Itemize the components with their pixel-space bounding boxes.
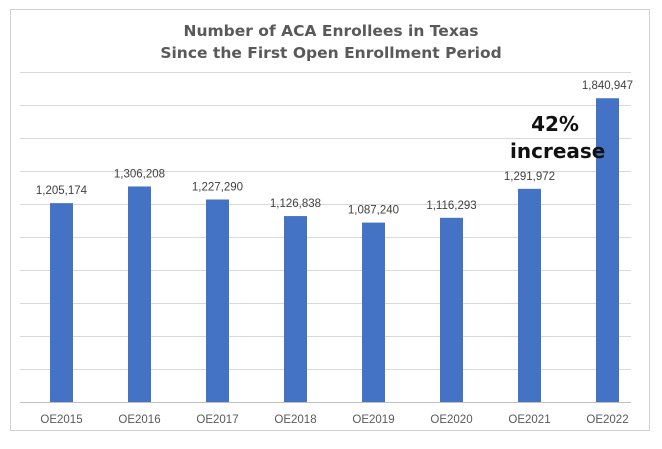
data-label: 1,306,208 bbox=[114, 168, 165, 180]
data-label: 1,205,174 bbox=[36, 185, 88, 197]
data-label: 1,087,240 bbox=[348, 205, 399, 217]
bar bbox=[50, 203, 73, 402]
data-label: 1,116,293 bbox=[426, 200, 476, 212]
annotation-text: increase bbox=[510, 139, 606, 163]
bar bbox=[440, 217, 463, 402]
x-tick-label: OE2019 bbox=[352, 414, 394, 426]
chart-title-line-1: Number of ACA Enrollees in Texas bbox=[183, 22, 479, 40]
bar bbox=[128, 186, 151, 402]
bar bbox=[596, 98, 619, 402]
x-tick-label: OE2020 bbox=[430, 414, 472, 426]
bar bbox=[518, 188, 541, 402]
data-label: 1,291,972 bbox=[504, 171, 555, 183]
bar bbox=[284, 216, 307, 402]
x-tick-label: OE2022 bbox=[586, 414, 628, 426]
data-label: 1,840,947 bbox=[582, 80, 633, 92]
x-tick-label: OE2021 bbox=[508, 414, 550, 426]
bar bbox=[362, 222, 385, 402]
annotation-percent: 42% bbox=[531, 112, 579, 136]
chart-title: Number of ACA Enrollees in Texas Since t… bbox=[0, 20, 662, 64]
chart-title-line-2: Since the First Open Enrollment Period bbox=[160, 44, 502, 62]
x-tick-label: OE2018 bbox=[274, 414, 316, 426]
bar bbox=[206, 199, 229, 402]
data-label: 1,227,290 bbox=[192, 181, 243, 193]
data-label: 1,126,838 bbox=[270, 198, 321, 210]
x-tick-label: OE2015 bbox=[40, 414, 82, 426]
x-tick-label: OE2017 bbox=[196, 414, 238, 426]
chart-frame bbox=[10, 9, 650, 431]
increase-annotation: 42% increase bbox=[510, 111, 606, 165]
x-tick-label: OE2016 bbox=[118, 414, 160, 426]
